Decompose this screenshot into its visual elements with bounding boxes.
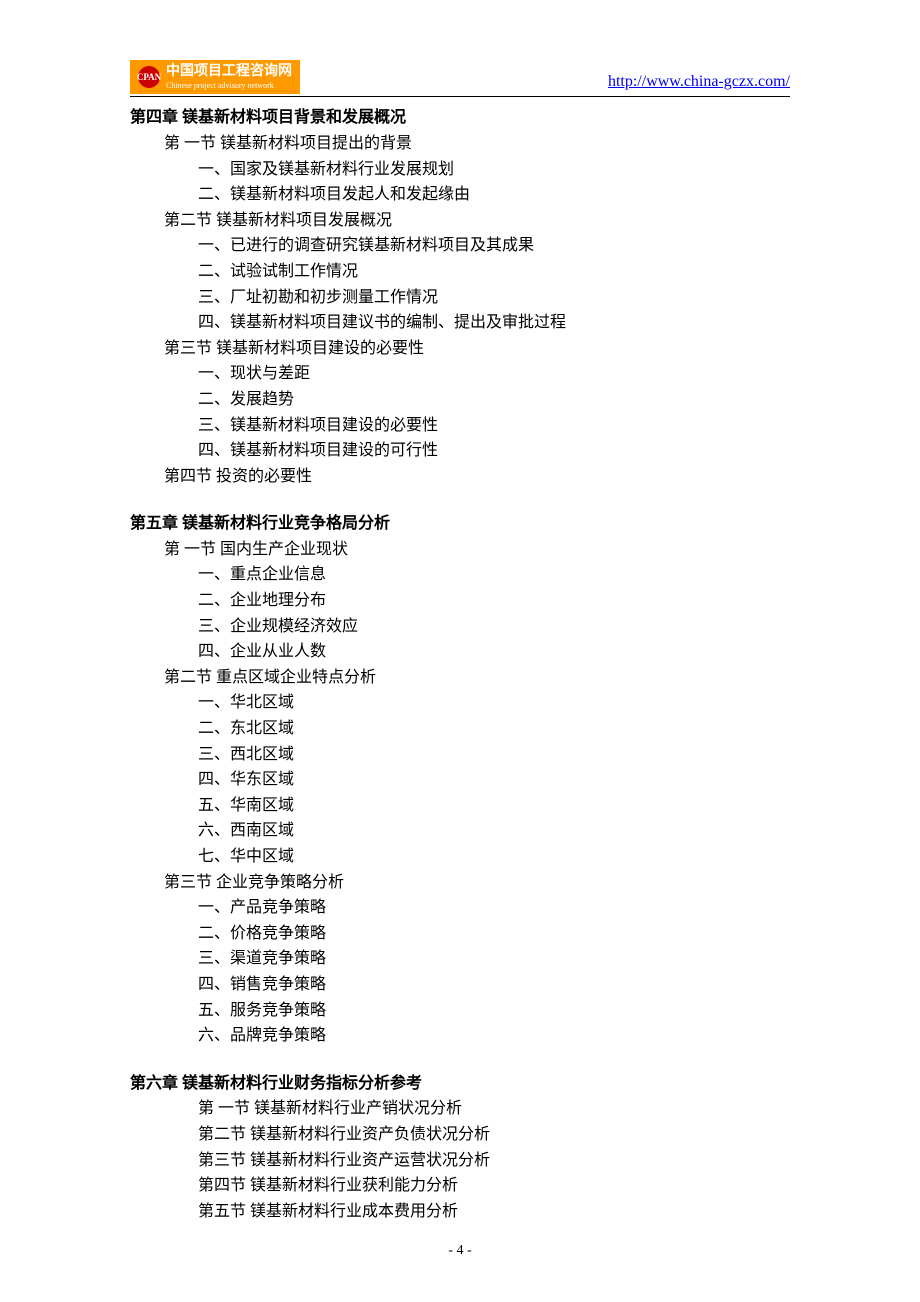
ch5-s2-i5: 五、华南区域	[198, 793, 790, 819]
ch5-s3-title: 第三节 企业竞争策略分析	[164, 870, 790, 896]
ch5-s3-i5: 五、服务竞争策略	[198, 998, 790, 1024]
ch4-s2-i1: 一、已进行的调查研究镁基新材料项目及其成果	[198, 233, 790, 259]
page-number: - 4 -	[0, 1240, 920, 1262]
ch6-s2: 第二节 镁基新材料行业资产负债状况分析	[198, 1122, 790, 1148]
ch6-s4: 第四节 镁基新材料行业获利能力分析	[198, 1173, 790, 1199]
ch5-s1-i4: 四、企业从业人数	[198, 639, 790, 665]
ch5-s1-i1: 一、重点企业信息	[198, 562, 790, 588]
ch5-s3-i6: 六、品牌竞争策略	[198, 1023, 790, 1049]
ch5-s3-i1: 一、产品竞争策略	[198, 895, 790, 921]
ch5-s2-i3: 三、西北区域	[198, 742, 790, 768]
ch6-s3: 第三节 镁基新材料行业资产运营状况分析	[198, 1148, 790, 1174]
ch5-s2-i7: 七、华中区域	[198, 844, 790, 870]
ch4-s1-title: 第 一节 镁基新材料项目提出的背景	[164, 131, 790, 157]
ch4-s3-i2: 二、发展趋势	[198, 387, 790, 413]
ch5-s2-i1: 一、华北区域	[198, 690, 790, 716]
ch4-s3-i3: 三、镁基新材料项目建设的必要性	[198, 413, 790, 439]
logo-badge-icon: CPAN	[138, 66, 160, 88]
logo-en-text: Chinese project advisory network	[166, 81, 292, 91]
ch4-s1-i2: 二、镁基新材料项目发起人和发起缘由	[198, 182, 790, 208]
page-header: CPAN 中国项目工程咨询网 Chinese project advisory …	[130, 60, 790, 97]
ch5-s1-i2: 二、企业地理分布	[198, 588, 790, 614]
ch5-s3-i2: 二、价格竞争策略	[198, 921, 790, 947]
ch4-s2-i3: 三、厂址初勘和初步测量工作情况	[198, 285, 790, 311]
ch5-s2-i6: 六、西南区域	[198, 818, 790, 844]
ch4-s2-title: 第二节 镁基新材料项目发展概况	[164, 208, 790, 234]
ch5-s3-i4: 四、销售竞争策略	[198, 972, 790, 998]
header-url-link[interactable]: http://www.china-gczx.com/	[608, 69, 790, 95]
ch5-s2-title: 第二节 重点区域企业特点分析	[164, 665, 790, 691]
logo-text: 中国项目工程咨询网 Chinese project advisory netwo…	[166, 64, 292, 90]
ch4-s4-title: 第四节 投资的必要性	[164, 464, 790, 490]
chapter-4-title: 第四章 镁基新材料项目背景和发展概况	[130, 105, 790, 131]
document-page: CPAN 中国项目工程咨询网 Chinese project advisory …	[0, 0, 920, 1264]
ch4-s3-i4: 四、镁基新材料项目建设的可行性	[198, 438, 790, 464]
ch5-s1-i3: 三、企业规模经济效应	[198, 614, 790, 640]
ch5-s2-i4: 四、华东区域	[198, 767, 790, 793]
site-logo: CPAN 中国项目工程咨询网 Chinese project advisory …	[130, 60, 300, 94]
chapter-6-title: 第六章 镁基新材料行业财务指标分析参考	[130, 1071, 790, 1097]
ch4-s2-i2: 二、试验试制工作情况	[198, 259, 790, 285]
ch4-s3-i1: 一、现状与差距	[198, 361, 790, 387]
logo-cn-text: 中国项目工程咨询网	[166, 64, 292, 81]
chapter-5-title: 第五章 镁基新材料行业竞争格局分析	[130, 511, 790, 537]
ch6-s1: 第 一节 镁基新材料行业产销状况分析	[198, 1096, 790, 1122]
ch4-s3-title: 第三节 镁基新材料项目建设的必要性	[164, 336, 790, 362]
ch4-s1-i1: 一、国家及镁基新材料行业发展规划	[198, 157, 790, 183]
ch5-s1-title: 第 一节 国内生产企业现状	[164, 537, 790, 563]
ch4-s2-i4: 四、镁基新材料项目建议书的编制、提出及审批过程	[198, 310, 790, 336]
ch5-s3-i3: 三、渠道竞争策略	[198, 946, 790, 972]
ch5-s2-i2: 二、东北区域	[198, 716, 790, 742]
ch6-s5: 第五节 镁基新材料行业成本费用分析	[198, 1199, 790, 1225]
